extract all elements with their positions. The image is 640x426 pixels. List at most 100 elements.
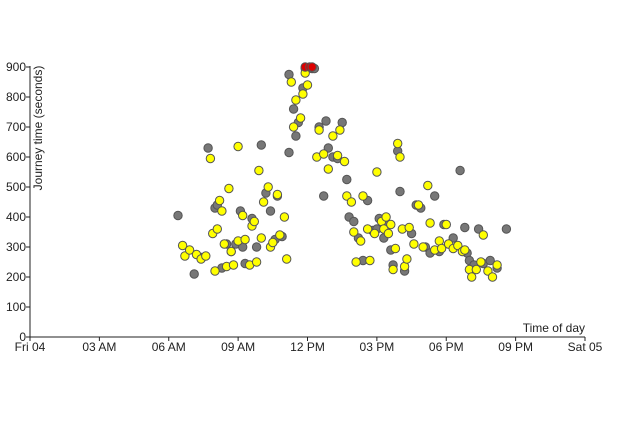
data-point-yellow — [201, 251, 211, 261]
y-axis-title: Journey time (seconds) — [31, 66, 45, 191]
data-point-yellow — [275, 230, 285, 240]
x-tick-label: 12 PM — [290, 340, 325, 354]
data-point-yellow — [212, 224, 223, 234]
data-point-grey — [319, 191, 329, 201]
data-point-red — [307, 62, 317, 72]
data-point-yellow — [362, 224, 373, 234]
data-point-yellow — [335, 125, 345, 135]
data-point-yellow — [471, 264, 481, 275]
x-tick-group: Fri 04 03 AM 06 AM 09 AM 12 PM 03 PM 06 PM 09 P… — [15, 337, 603, 354]
data-point-yellow — [386, 219, 396, 230]
data-point-yellow — [346, 197, 357, 207]
data-point-grey — [256, 140, 266, 150]
data-point-yellow — [436, 243, 447, 254]
data-point-yellow — [467, 272, 477, 282]
data-point-yellow — [372, 167, 382, 177]
x-tick-label: 03 AM — [82, 340, 116, 354]
data-point-yellow — [349, 227, 359, 237]
data-point-yellow — [409, 239, 419, 249]
data-point-grey — [288, 104, 299, 114]
y-tick-label: 600 — [6, 150, 26, 164]
data-point-yellow — [383, 228, 394, 239]
data-point-yellow — [319, 149, 329, 159]
y-tick-label: 200 — [6, 270, 26, 284]
data-point-yellow — [381, 212, 391, 222]
data-point-grey — [395, 186, 405, 197]
data-point-yellow — [184, 245, 195, 255]
data-point-yellow — [263, 182, 273, 192]
data-point-yellow — [291, 95, 301, 105]
data-point-grey — [321, 116, 331, 126]
data-point-yellow — [224, 183, 234, 194]
data-point-grey — [203, 143, 213, 153]
data-point-yellow — [423, 180, 433, 191]
data-point-yellow — [210, 266, 220, 276]
x-axis-title: Time of day — [523, 321, 585, 335]
data-point-yellow — [217, 206, 227, 216]
data-point-grey — [284, 147, 294, 158]
data-point-yellow — [356, 236, 366, 246]
y-tick-label: 700 — [6, 120, 26, 134]
data-point-yellow — [282, 254, 292, 264]
data-point-yellow — [240, 234, 250, 245]
data-point-yellow — [314, 125, 324, 135]
data-point-grey — [430, 191, 440, 201]
data-point-yellow — [254, 165, 264, 176]
y-tick-label: 800 — [6, 90, 26, 104]
data-point-grey — [485, 255, 495, 266]
data-point-yellow — [413, 200, 424, 210]
data-point-yellow — [258, 197, 269, 207]
data-point-grey — [349, 216, 359, 227]
data-point-grey — [251, 242, 262, 252]
data-point-yellow — [205, 153, 216, 164]
data-point-grey — [291, 131, 301, 141]
data-point-yellow — [339, 156, 350, 167]
x-tick-label: Sat 05 — [568, 340, 603, 354]
data-point-yellow — [393, 138, 403, 149]
y-tick-label: 0 — [19, 330, 26, 344]
data-point-yellow — [302, 80, 313, 90]
data-point-yellow — [256, 233, 266, 243]
data-point-yellow — [251, 257, 262, 267]
data-point-yellow — [323, 164, 333, 174]
data-point-yellow — [358, 191, 368, 201]
data-point-yellow — [228, 260, 239, 270]
data-point-yellow — [476, 257, 486, 267]
data-point-yellow — [478, 230, 488, 240]
x-tick-label: Fri 04 — [15, 340, 46, 354]
x-tick-label: 06 AM — [152, 340, 186, 354]
data-point-grey — [455, 165, 465, 176]
data-point-yellow — [390, 243, 401, 254]
data-point-yellow — [298, 89, 308, 99]
data-point-yellow — [295, 113, 306, 123]
y-tick-label: 900 — [6, 60, 26, 74]
data-point-yellow — [226, 246, 236, 257]
data-point-grey — [265, 206, 276, 216]
x-tick-label: 09 AM — [221, 340, 255, 354]
data-point-yellow — [279, 212, 290, 222]
data-point-yellow — [388, 264, 398, 275]
data-point-yellow — [328, 131, 338, 141]
data-point-yellow — [177, 240, 188, 251]
data-point-yellow — [492, 260, 502, 270]
data-point-yellow — [425, 218, 435, 228]
x-tick-label: 09 PM — [498, 340, 533, 354]
data-point-yellow — [332, 150, 343, 161]
data-point-yellow — [214, 195, 225, 206]
x-tick-label: 03 PM — [360, 340, 395, 354]
data-point-yellow — [418, 242, 428, 252]
data-point-yellow — [402, 254, 412, 264]
data-point-yellow — [404, 222, 414, 233]
data-point-yellow — [249, 216, 260, 227]
data-point-grey — [501, 224, 512, 234]
y-tick-label: 400 — [6, 210, 26, 224]
data-point-yellow — [460, 245, 470, 255]
data-point-grey — [173, 210, 183, 221]
data-point-yellow — [233, 141, 243, 152]
data-point-yellow — [268, 237, 278, 248]
data-point-grey — [189, 269, 199, 279]
y-tick-label: 300 — [6, 240, 26, 254]
data-point-yellow — [286, 77, 296, 87]
data-point-yellow — [272, 189, 283, 200]
